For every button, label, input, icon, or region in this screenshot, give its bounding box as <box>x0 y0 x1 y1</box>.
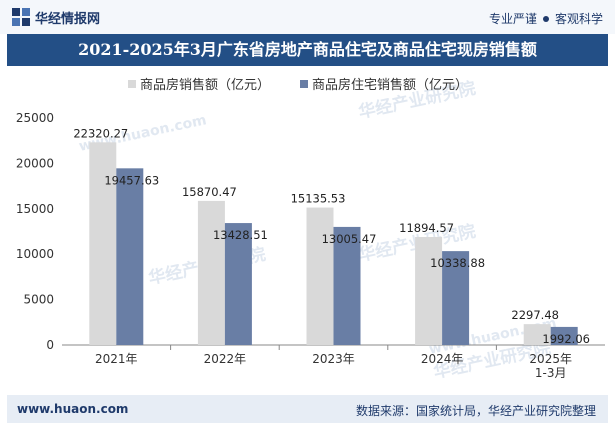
footer-source: 数据来源：国家统计局，华经产业研究院整理 <box>355 404 596 418</box>
data-label: 1992.06 <box>542 332 590 346</box>
bar-residential <box>224 223 252 345</box>
x-tick-label-line: 2023年 <box>312 352 355 366</box>
data-label: 10338.88 <box>430 256 485 270</box>
data-label: 19457.63 <box>104 173 159 187</box>
y-tick-label: 20000 <box>16 156 54 170</box>
y-tick-label: 10000 <box>16 247 54 261</box>
data-label: 13428.51 <box>213 228 268 242</box>
legend-label: 商品房住宅销售额（亿元） <box>312 77 468 93</box>
brand-logo-icon <box>12 8 30 26</box>
bar-sales <box>523 324 551 345</box>
x-tick-label: 2021年 <box>95 352 138 366</box>
brand-name: 华经情报网 <box>35 11 101 27</box>
data-label: 15135.53 <box>291 192 346 206</box>
legend-label: 商品房销售额（亿元） <box>140 77 270 93</box>
footer-url[interactable]: www.huaon.com <box>17 402 129 416</box>
legend-swatch <box>300 80 308 88</box>
top-bar: 华经情报网 专业严谨 客观科学 <box>0 0 615 34</box>
x-tick-label-line: 1-3月 <box>535 366 567 380</box>
y-tick-label: 0 <box>46 338 54 352</box>
bar-sales <box>89 142 117 345</box>
legend-swatch <box>128 80 136 88</box>
footer: www.huaon.com 数据来源：国家统计局，华经产业研究院整理 <box>7 395 608 423</box>
y-tick-label: 25000 <box>16 111 54 125</box>
x-tick-label: 2023年 <box>312 352 355 366</box>
data-label: 13005.47 <box>322 232 377 246</box>
bar-residential <box>333 226 361 345</box>
bar-residential <box>116 168 144 345</box>
bar-residential <box>550 326 578 345</box>
data-label: 11894.57 <box>399 221 454 235</box>
slogan: 专业严谨 客观科学 <box>489 10 603 27</box>
x-tick-label: 2022年 <box>204 352 247 366</box>
brand-logo[interactable]: 华经情报网 <box>12 8 101 27</box>
bar-residential <box>442 251 470 345</box>
x-tick-label-line: 2022年 <box>204 352 247 366</box>
bar-sales <box>197 200 225 345</box>
chart-title: 2021-2025年3月广东省房地产商品住宅及商品住宅现房销售额 <box>7 34 608 66</box>
data-label: 15870.47 <box>182 185 237 199</box>
slogan-dot-icon <box>542 15 549 22</box>
y-tick-label: 15000 <box>16 202 54 216</box>
slogan-right: 客观科学 <box>554 12 603 26</box>
x-tick-label-line: 2024年 <box>421 352 464 366</box>
x-tick-label: 2024年 <box>421 352 464 366</box>
slogan-left: 专业严谨 <box>488 12 537 26</box>
bar-sales <box>306 207 334 345</box>
x-tick-label-line: 2025年 <box>529 352 572 366</box>
y-tick-label: 5000 <box>23 293 54 307</box>
x-tick-label: 2025年 1-3月 <box>529 352 572 380</box>
data-label: 22320.27 <box>73 126 128 140</box>
x-tick-label-line: 2021年 <box>95 352 138 366</box>
bar-sales <box>415 236 443 345</box>
data-label: 2297.48 <box>511 308 559 322</box>
bar-chart: 华经产业研究院www.huaon.com华经产业研究院华经产业研究院华经产业研究… <box>16 77 605 383</box>
